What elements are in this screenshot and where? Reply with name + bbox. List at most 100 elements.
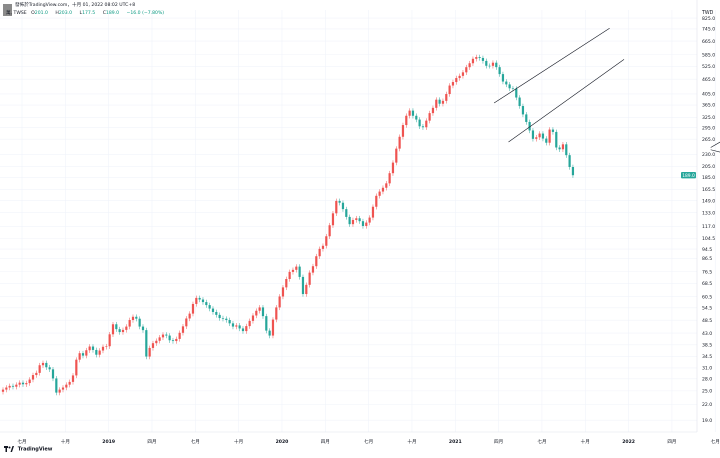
y-tick-label: 117.0 — [702, 224, 715, 230]
candle-body — [245, 326, 248, 332]
y-tick-label: 295.0 — [702, 125, 715, 131]
candle-body — [241, 328, 245, 332]
candle-body — [361, 221, 365, 226]
trend-line — [493, 27, 610, 104]
x-tick-label: 十月 — [234, 438, 243, 445]
candle-body — [421, 126, 425, 128]
candle-body — [381, 187, 385, 192]
candle-body — [131, 316, 135, 321]
y-tick-label: 19.0 — [702, 418, 712, 424]
candle-body — [518, 97, 521, 107]
candle-body — [85, 350, 88, 356]
candle-body — [555, 131, 558, 148]
candle-body — [385, 183, 388, 188]
candle-body — [428, 113, 431, 121]
candle-body — [551, 129, 555, 132]
candle-body — [221, 318, 225, 319]
candle-body — [318, 248, 321, 257]
candle-body — [568, 155, 571, 168]
candle-body — [88, 346, 91, 351]
candle-body — [185, 318, 188, 327]
candle-body — [31, 375, 35, 380]
candle-body — [451, 82, 455, 86]
candle-body — [545, 138, 548, 143]
y-tick-label: 43.0 — [702, 331, 712, 337]
candle-body — [211, 308, 215, 312]
candle-body — [305, 284, 308, 295]
candle-body — [281, 287, 285, 297]
candle-body — [1, 389, 5, 392]
y-tick-label: 28.0 — [702, 376, 712, 382]
candle-body — [121, 329, 125, 333]
candle-body — [141, 326, 145, 331]
candle-body — [488, 65, 491, 67]
candle-body — [521, 106, 525, 115]
y-tick-label: 38.5 — [702, 343, 712, 349]
candle-body — [191, 303, 195, 314]
candle-body — [225, 318, 228, 321]
x-tick-label: 七月 — [17, 438, 26, 445]
candle-body — [528, 121, 531, 131]
candle-body — [278, 296, 281, 308]
candle-body — [311, 266, 315, 273]
y-tick-label: 149.0 — [702, 198, 715, 204]
ohlc-high: H203.0 — [55, 11, 73, 16]
candle-body — [425, 120, 428, 128]
candle-body — [468, 63, 471, 68]
y-tick-label: 76.5 — [702, 269, 712, 275]
candle-body — [508, 84, 511, 89]
x-tick-label: 四月 — [147, 439, 156, 445]
candle-body — [238, 325, 241, 329]
x-tick-label: 十月 — [407, 438, 416, 445]
candle-body — [345, 209, 348, 217]
y-tick-label: 31.0 — [702, 366, 712, 372]
candle-body — [405, 115, 408, 126]
candle-body — [388, 173, 391, 184]
candle-body — [455, 78, 458, 83]
x-tick-label: 七月 — [364, 438, 373, 445]
candle-body — [21, 382, 25, 385]
candle-body — [475, 57, 478, 59]
candle-body — [155, 340, 158, 344]
candle-body — [548, 129, 551, 143]
candle-body — [541, 133, 545, 139]
trend-line — [710, 141, 720, 148]
x-tick-label: 2022 — [622, 439, 635, 445]
candle-body — [195, 297, 198, 304]
candle-body — [98, 350, 101, 355]
candle-body — [178, 332, 181, 339]
y-tick-label: 34.5 — [702, 354, 712, 360]
y-tick-label: 133.0 — [702, 210, 715, 216]
candle-body — [205, 302, 208, 306]
candle-body — [271, 319, 275, 336]
y-tick-label: 465.0 — [702, 77, 715, 83]
trend-line — [508, 59, 625, 143]
candle-body — [165, 334, 168, 336]
candle-body — [485, 60, 488, 66]
candle-body — [258, 307, 261, 311]
candle-body — [198, 297, 201, 300]
candle-body — [561, 144, 565, 150]
candle-body — [391, 162, 395, 174]
candle-body — [411, 110, 415, 116]
candle-body — [378, 191, 381, 196]
candle-body — [445, 94, 448, 101]
candle-body — [118, 329, 121, 333]
candle-body — [435, 99, 438, 108]
y-tick-label: 22.0 — [702, 402, 712, 408]
candle-body — [535, 137, 538, 139]
x-tick-label: 2019 — [102, 439, 115, 445]
candle-body — [275, 307, 278, 320]
candle-body — [288, 271, 291, 279]
candle-body — [491, 62, 495, 66]
candle-body — [78, 353, 81, 360]
candle-body — [65, 384, 68, 388]
candle-body — [48, 367, 51, 370]
y-tick-label: 165.5 — [702, 187, 715, 193]
candle-body — [45, 362, 48, 368]
legend-ohlc: 萬, TWSE O201.0 H203.0 L177.5 C189.0 −16.… — [6, 10, 167, 18]
ohlc-change: −16.0 (−7.80%) — [126, 11, 165, 16]
candle-body — [408, 110, 411, 116]
y-tick-label: 745.0 — [702, 27, 715, 33]
